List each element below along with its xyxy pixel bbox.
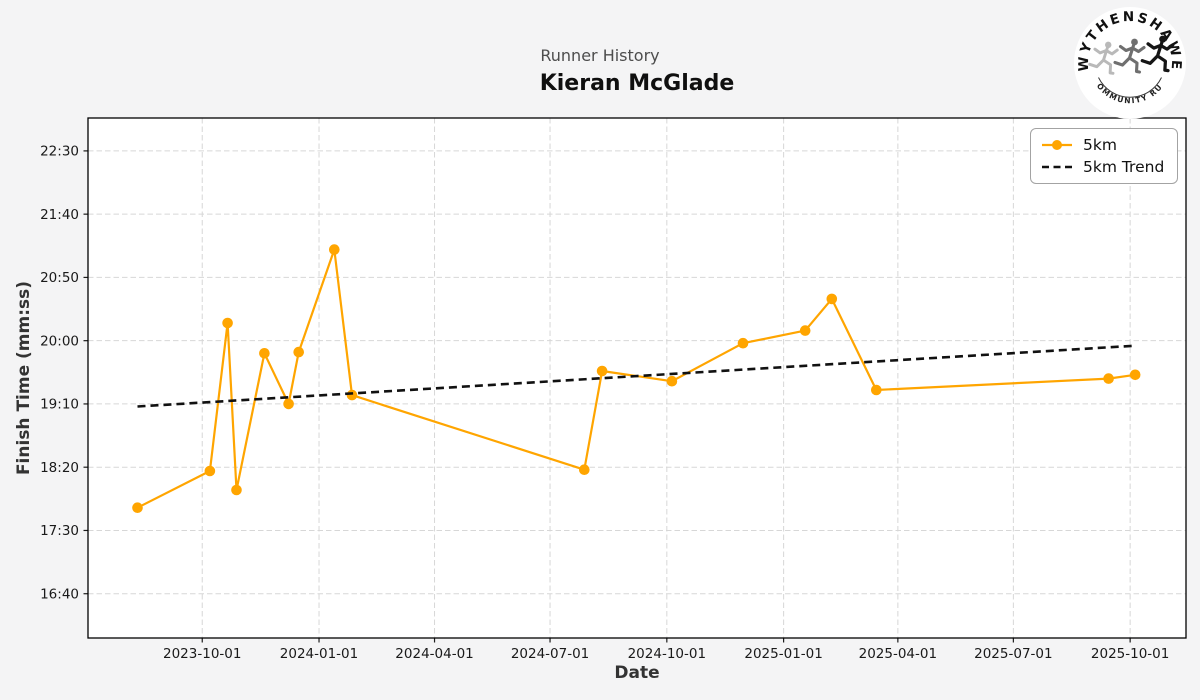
y-tick-label: 20:50: [40, 270, 79, 286]
plot-background: [88, 118, 1186, 638]
legend-label-5km: 5km: [1083, 136, 1117, 154]
data-point-marker: [1103, 373, 1114, 384]
axes-frame: [87, 117, 1187, 639]
legend-5km-dot: [1052, 140, 1062, 150]
x-tick-label: 2024-04-01: [395, 646, 473, 662]
data-point-marker: [579, 464, 590, 476]
chart-subtitle: Runner History: [540, 46, 660, 65]
x-tick-label: 2025-07-01: [974, 646, 1052, 662]
series-5km-line: [137, 248, 1136, 509]
y-tick-label: 18:20: [40, 460, 79, 476]
data-point-marker: [329, 244, 340, 255]
data-point-marker: [222, 317, 233, 329]
data-point-marker: [132, 502, 143, 513]
x-tick-label: 2024-07-01: [511, 646, 589, 662]
x-tick-label: 2025-04-01: [859, 646, 937, 662]
data-point-marker: [293, 346, 305, 358]
data-point-marker: [799, 325, 811, 336]
x-axis-label: Date: [614, 663, 660, 683]
y-tick-label: 21:40: [40, 207, 79, 223]
x-tick-label: 2024-10-01: [628, 646, 706, 662]
data-point-marker: [204, 465, 216, 477]
y-tick-label: 22:30: [40, 144, 79, 160]
data-point-marker: [1129, 369, 1141, 381]
y-tick-label: 17:30: [40, 523, 79, 539]
data-point-marker: [871, 384, 882, 396]
legend: 5km 5km Trend: [1030, 128, 1178, 184]
x-tick-label: 2025-01-01: [744, 646, 822, 662]
legend-item-5km-trend: 5km Trend: [1040, 158, 1168, 176]
data-point-marker: [666, 375, 678, 387]
legend-item-5km: 5km: [1040, 136, 1168, 154]
x-tick-label: 2023-10-01: [163, 646, 241, 662]
y-tick-label: 19:10: [40, 397, 79, 413]
legend-marker-5km-trend: [1042, 165, 1072, 169]
data-point-marker: [346, 389, 358, 401]
data-point-marker: [737, 337, 749, 349]
data-point-marker: [826, 293, 838, 305]
data-point-marker: [283, 398, 294, 410]
data-point-marker: [596, 365, 608, 377]
y-tick-label: 20:00: [40, 333, 79, 349]
y-tick-label: 16:40: [40, 586, 79, 602]
legend-label-5km-trend: 5km Trend: [1083, 158, 1165, 176]
logo-badge-circle: [1074, 7, 1186, 119]
x-tick-label: 2024-01-01: [280, 646, 358, 662]
chart-title: Kieran McGlade: [539, 71, 735, 96]
series-5km-trend-line: [137, 344, 1136, 408]
wythenshawe-community-run-logo: WYTHENSHAWE COMMUNITY RUN: [1070, 3, 1186, 119]
data-point-marker: [259, 348, 270, 359]
y-axis-label: Finish Time (mm:ss): [14, 280, 34, 476]
legend-marker-5km: [1042, 140, 1072, 150]
x-tick-label: 2025-10-01: [1091, 646, 1169, 662]
logo-arc-line: [1098, 77, 1162, 98]
data-point-marker: [231, 484, 242, 496]
